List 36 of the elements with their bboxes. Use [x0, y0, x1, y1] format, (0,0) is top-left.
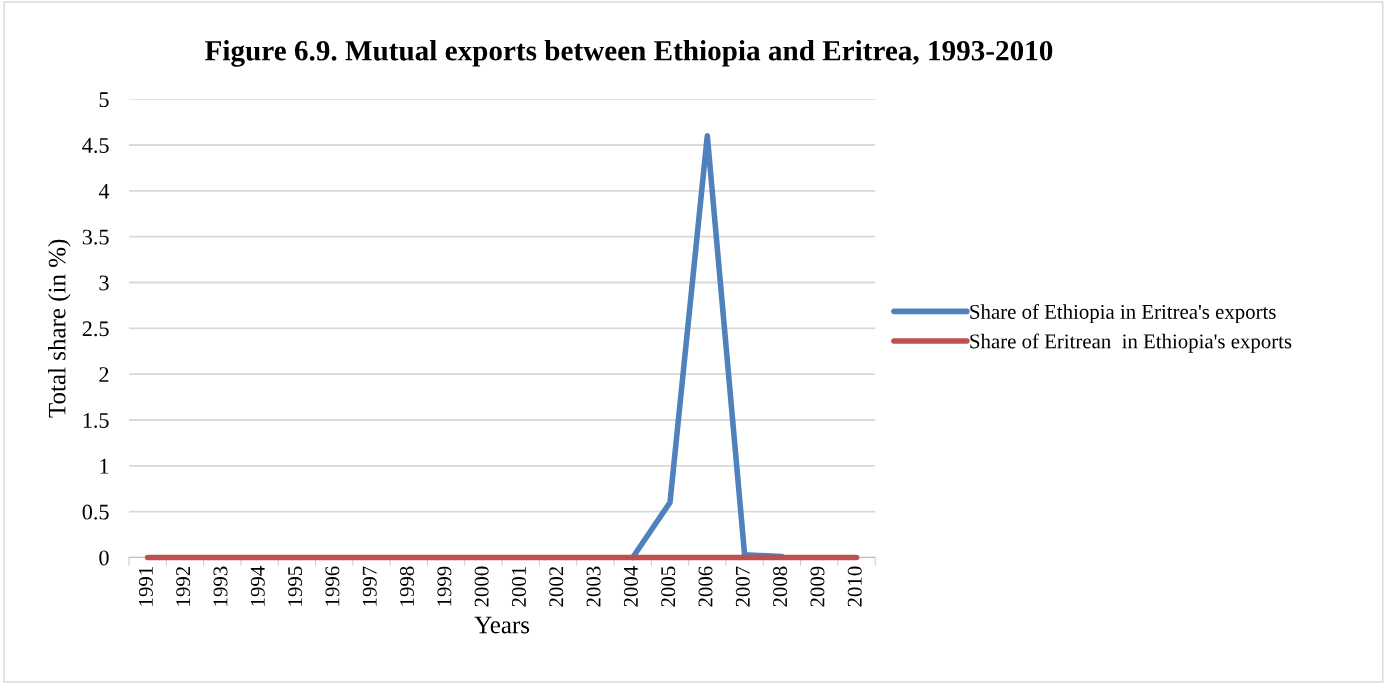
x-tick-label: 2004: [623, 566, 638, 607]
y-tick-label: 2.5: [82, 321, 109, 337]
x-tick-label: 1994: [250, 566, 265, 606]
y-tick-label: 3: [99, 275, 109, 291]
x-tick-label: 2008: [773, 566, 788, 607]
x-tick-label: 2003: [586, 566, 601, 607]
x-tick-label: 1998: [399, 566, 415, 606]
x-axis-title: Years: [474, 616, 530, 634]
legend-label: Share of Ethiopia in Eritrea's exports: [970, 304, 1276, 324]
x-tick-label: 1995: [288, 566, 303, 606]
y-tick-label: 4.5: [82, 138, 109, 154]
y-tick-label: 1.5: [83, 413, 109, 428]
x-tick-label: 1991: [138, 567, 153, 606]
y-tick-label: 2: [99, 367, 109, 382]
x-tick-label: 2006: [698, 566, 713, 607]
x-tick-label: 2005: [661, 566, 676, 607]
chart-title: Figure 6.9. Mutual exports between Ethiopia and Eritrea, 1993-2010: [205, 40, 1053, 67]
y-tick-label: 1: [100, 458, 109, 474]
x-tick-label: 2000: [474, 566, 489, 607]
x-tick-label: 2010: [847, 566, 862, 607]
y-tick-label: 3.5: [82, 229, 109, 245]
x-tick-label: 1999: [437, 566, 452, 606]
x-tick-label: 1996: [325, 566, 340, 606]
y-tick-label: 5: [99, 92, 109, 108]
x-tick-label: 1992: [176, 566, 191, 606]
x-tick-label: 2001: [511, 567, 526, 607]
x-tick-label: 1997: [362, 566, 377, 606]
x-tick-label: 2007: [735, 566, 750, 607]
x-tick-label: 2009: [810, 566, 825, 607]
x-tick-label: 2002: [549, 566, 564, 607]
y-tick-label: 0.5: [82, 504, 109, 520]
y-axis-title: Total share (in %): [47, 239, 71, 418]
y-tick-label: 4: [98, 183, 110, 199]
y-tick-label: 0: [99, 550, 109, 566]
x-tick-label: 1993: [213, 566, 228, 606]
legend-label: Share of Eritrean in Ethiopia's exports: [970, 333, 1292, 353]
